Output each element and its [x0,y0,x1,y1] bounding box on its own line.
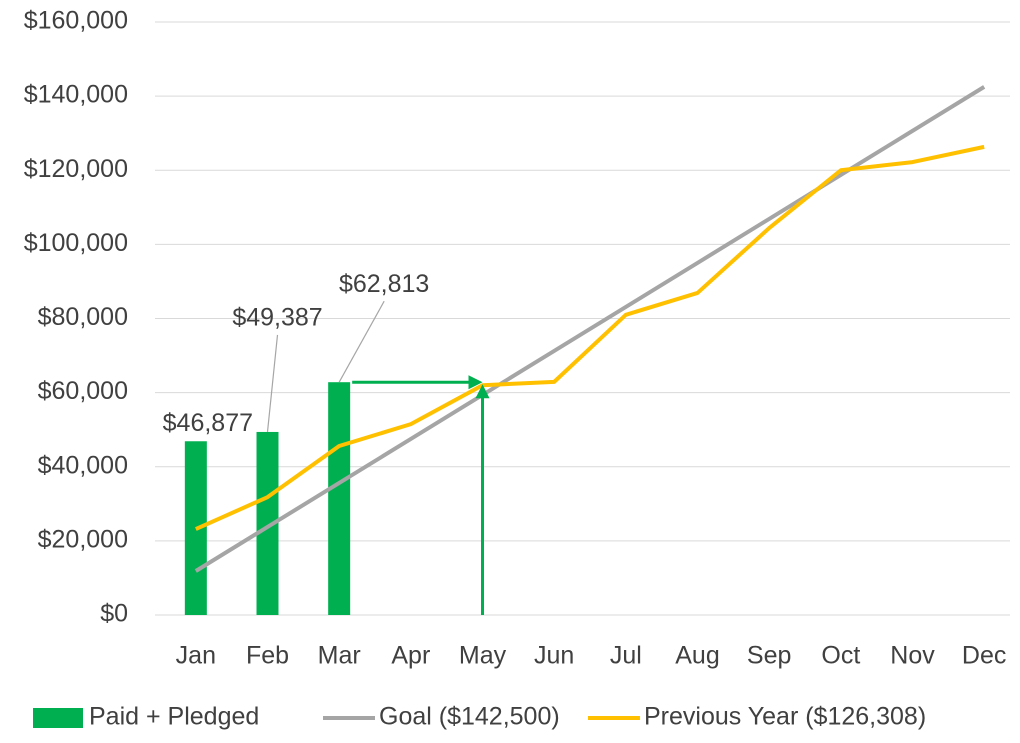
y-tick-label: $160,000 [24,7,128,35]
x-tick-label: Apr [391,642,430,670]
x-tick-label: Feb [246,642,289,670]
x-tick-label: Aug [675,642,719,670]
y-tick-label: $60,000 [38,377,128,405]
legend-label: Previous Year ($126,308) [644,703,926,731]
arrow-head [475,384,490,399]
x-tick-label: Nov [890,642,935,670]
x-tick-label: May [459,642,507,670]
legend-swatch [33,708,83,728]
x-tick-label: Jan [176,642,216,670]
y-tick-label: $100,000 [24,229,128,257]
x-tick-label: Jun [534,642,574,670]
legend-label: Paid + Pledged [89,703,259,731]
bar [256,431,279,615]
leader-line [266,334,279,433]
data-label: $46,877 [163,409,253,437]
arrow-head [468,375,483,390]
y-tick-label: $40,000 [38,451,128,479]
data-label: $62,813 [339,270,429,298]
legend-label: Goal ($142,500) [379,703,560,731]
y-tick-label: $140,000 [24,81,128,109]
y-tick-label: $120,000 [24,155,128,183]
x-tick-label: Jul [610,642,642,670]
data-label: $49,387 [232,304,322,332]
line [195,144,985,531]
bar [328,382,351,615]
y-tick-label: $0 [100,600,128,628]
y-tick-label: $80,000 [38,303,128,331]
x-tick-label: Dec [962,642,1006,670]
leader-line [338,300,385,383]
x-tick-label: Mar [318,642,361,670]
y-tick-label: $20,000 [38,525,128,553]
x-tick-label: Oct [821,642,860,670]
x-tick-label: Sep [747,642,791,670]
